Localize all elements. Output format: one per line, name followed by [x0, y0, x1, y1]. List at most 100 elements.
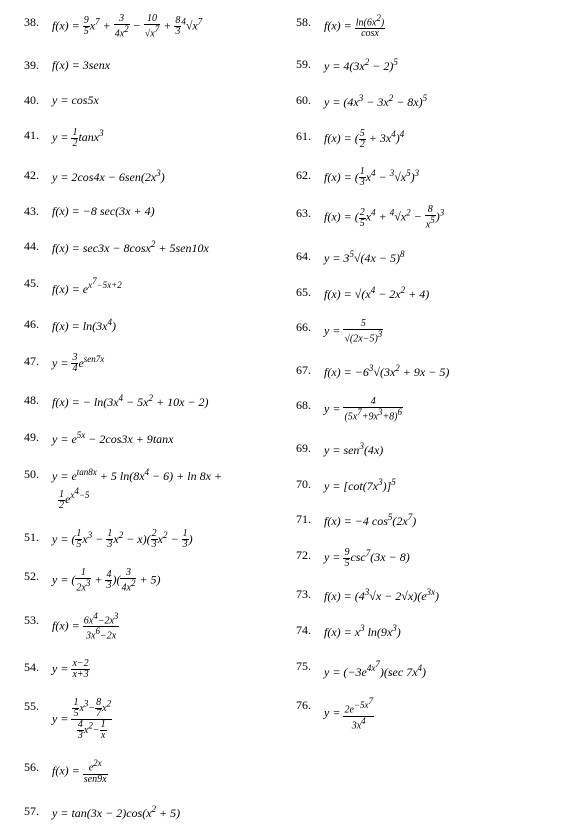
problem-expr: f(x) = 95x7 + 34x2 − 10√x7 + 834√x7: [52, 14, 202, 39]
problem-expr: y = cos5x: [52, 92, 99, 109]
problem-row: 49. y = e5x − 2cos3x + 9tanx: [24, 429, 276, 448]
problem-row: 72. y = 95csc7(3x − 8): [296, 547, 548, 569]
problem-row: 65. f(x) = √(x4 − 2x2 + 4): [296, 284, 548, 303]
problem-number: 70.: [296, 476, 318, 493]
problem-number: 65.: [296, 284, 318, 301]
problem-expr: y = 4(3x2 − 2)5: [324, 56, 398, 75]
problem-expr: y = 35√(4x − 5)8: [324, 248, 404, 267]
problem-number: 66.: [296, 319, 318, 336]
problem-row: 52. y = (12x3 + 43)(34x2 + 5): [24, 568, 276, 593]
problem-row: 58. f(x) = ln(6x2)cosx: [296, 14, 548, 39]
problem-row: 59. y = 4(3x2 − 2)5: [296, 56, 548, 75]
problem-number: 40.: [24, 92, 46, 109]
problem-number: 57.: [24, 803, 46, 820]
problem-row: 40. y = cos5x: [24, 92, 276, 109]
problem-number: 49.: [24, 429, 46, 446]
problem-row: 39. f(x) = 3senx: [24, 57, 276, 74]
problem-row: 76. y = 2e−5x73x4: [296, 697, 548, 731]
problem-row: 57. y = tan(3x − 2)cos(x2 + 5): [24, 803, 276, 822]
problem-number: 43.: [24, 203, 46, 220]
problem-number: 52.: [24, 568, 46, 585]
problem-expr: y = sen3(4x): [324, 440, 383, 459]
problem-row: 50. y = etan8x + 5 ln(8x4 − 6) + ln 8x +…: [24, 466, 276, 511]
problem-expr: f(x) = x3 ln(9x3): [324, 622, 401, 641]
problem-number: 67.: [296, 362, 318, 379]
problem-expr: y = 34esen7x: [52, 353, 104, 375]
problem-expr: f(x) = sec3x − 8cosx2 + 5sen10x: [52, 238, 209, 257]
problem-expr: f(x) = √(x4 − 2x2 + 4): [324, 284, 429, 303]
problem-expr: f(x) = (52 + 3x4)4: [324, 128, 404, 150]
problem-number: 50.: [24, 466, 46, 483]
problem-expr: y = 2cos4x − 6sen(2x3): [52, 167, 165, 186]
problem-expr: y = etan8x + 5 ln(8x4 − 6) + ln 8x + 12e…: [52, 466, 222, 511]
problem-number: 54.: [24, 659, 46, 676]
problem-number: 73.: [296, 586, 318, 603]
problem-expr: y = 4(5x7+9x3+8)6: [324, 397, 403, 422]
problem-expr: f(x) = e2xsen9x: [52, 759, 108, 784]
problem-row: 64. y = 35√(4x − 5)8: [296, 248, 548, 267]
problem-expr: f(x) = −63√(3x2 + 9x − 5): [324, 362, 449, 381]
problem-expr: f(x) = −4 cos5(2x7): [324, 511, 416, 530]
problem-row: 63. f(x) = (25x4 + 4√x2 − 8x5)3: [296, 205, 548, 230]
problem-expr: f(x) = −8 sec(3x + 4): [52, 203, 155, 220]
problem-expr: y = x−2x+3: [52, 659, 90, 680]
problem-number: 61.: [296, 128, 318, 145]
problem-row: 43. f(x) = −8 sec(3x + 4): [24, 203, 276, 220]
problem-row: 44. f(x) = sec3x − 8cosx2 + 5sen10x: [24, 238, 276, 257]
problem-number: 46.: [24, 316, 46, 333]
problem-number: 71.: [296, 511, 318, 528]
problem-number: 68.: [296, 397, 318, 414]
problem-row: 62. f(x) = (13x4 − 3√x5)3: [296, 167, 548, 189]
problem-number: 72.: [296, 547, 318, 564]
problem-expr: f(x) = (25x4 + 4√x2 − 8x5)3: [324, 205, 444, 230]
problem-row: 41. y = 12tanx3: [24, 127, 276, 149]
problem-row: 54. y = x−2x+3: [24, 659, 276, 680]
problem-expr: f(x) = (43√x − 2√x)(e3x): [324, 586, 439, 605]
problem-number: 74.: [296, 622, 318, 639]
problem-expr: y = e5x − 2cos3x + 9tanx: [52, 429, 173, 448]
problem-number: 64.: [296, 248, 318, 265]
problem-number: 62.: [296, 167, 318, 184]
problem-expr: y = (15x3 − 13x2 − x)(23x2 − 13): [52, 529, 193, 551]
problem-number: 63.: [296, 205, 318, 222]
problem-number: 53.: [24, 612, 46, 629]
problem-expr: f(x) = ln(6x2)cosx: [324, 14, 385, 39]
problem-number: 45.: [24, 275, 46, 292]
problem-expr: f(x) = ln(3x4): [52, 316, 116, 335]
problem-number: 60.: [296, 92, 318, 109]
problem-expr: f(x) = (13x4 − 3√x5)3: [324, 167, 419, 189]
problem-number: 38.: [24, 14, 46, 31]
problem-row: 70. y = [cot(7x3)]5: [296, 476, 548, 495]
problem-row: 53. f(x) = 6x4−2x33x6−2x: [24, 612, 276, 642]
problem-number: 56.: [24, 759, 46, 776]
problem-expr: y = tan(3x − 2)cos(x2 + 5): [52, 803, 180, 822]
problem-expr: f(x) = − ln(3x4 − 5x2 + 10x − 2): [52, 392, 209, 411]
problem-row: 46. f(x) = ln(3x4): [24, 316, 276, 335]
problem-row: 51. y = (15x3 − 13x2 − x)(23x2 − 13): [24, 529, 276, 551]
problem-row: 38. f(x) = 95x7 + 34x2 − 10√x7 + 834√x7: [24, 14, 276, 39]
problem-row: 47. y = 34esen7x: [24, 353, 276, 375]
problem-expr: f(x) = ex7−5x+2: [52, 275, 122, 298]
problem-expr: y = 95csc7(3x − 8): [324, 547, 410, 569]
problem-number: 58.: [296, 14, 318, 31]
problem-row: 66. y = 5√(2x−5)3: [296, 319, 548, 344]
problem-number: 55.: [24, 698, 46, 715]
problem-row: 69. y = sen3(4x): [296, 440, 548, 459]
problem-row: 56. f(x) = e2xsen9x: [24, 759, 276, 784]
problem-expr: f(x) = 6x4−2x33x6−2x: [52, 612, 119, 642]
problem-row: 55. y = 15x3−87x243x2−1x: [24, 698, 276, 741]
problem-expr: y = 12tanx3: [52, 127, 104, 149]
problem-number: 47.: [24, 353, 46, 370]
problem-row: 42. y = 2cos4x − 6sen(2x3): [24, 167, 276, 186]
problem-row: 60. y = (4x3 − 3x2 − 8x)5: [296, 92, 548, 111]
problem-row: 68. y = 4(5x7+9x3+8)6: [296, 397, 548, 422]
problem-number: 44.: [24, 238, 46, 255]
problem-number: 41.: [24, 127, 46, 144]
problem-expr: y = 2e−5x73x4: [324, 697, 374, 731]
problem-row: 74. f(x) = x3 ln(9x3): [296, 622, 548, 641]
problem-row: 73. f(x) = (43√x − 2√x)(e3x): [296, 586, 548, 605]
problem-expr: y = (−3e4x7)(sec 7x4): [324, 658, 426, 681]
problem-expr: y = 15x3−87x243x2−1x: [52, 698, 112, 741]
problem-row: 71. f(x) = −4 cos5(2x7): [296, 511, 548, 530]
problem-row: 45. f(x) = ex7−5x+2: [24, 275, 276, 298]
